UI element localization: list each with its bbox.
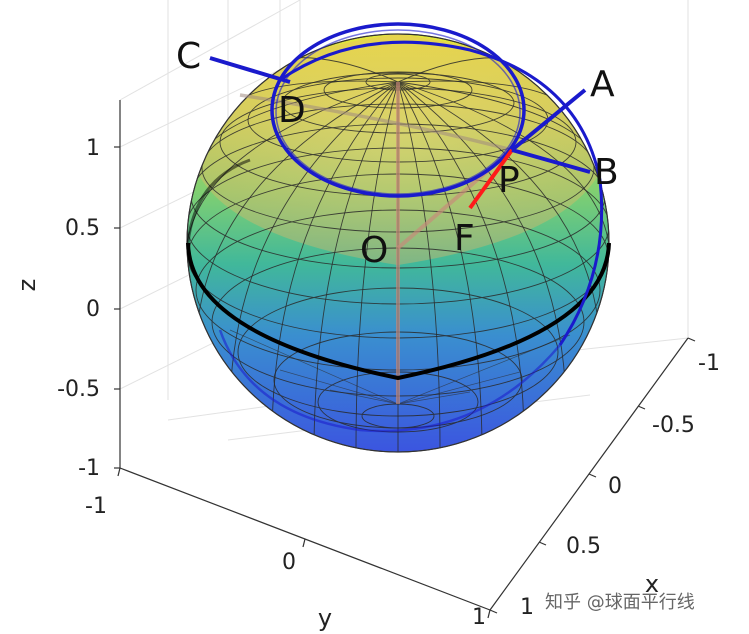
z-tick: 1 bbox=[86, 136, 100, 161]
z-tick: -0.5 bbox=[57, 377, 100, 402]
y-tick: 0 bbox=[282, 550, 296, 575]
label-O: O bbox=[360, 230, 388, 271]
y-axis-label: y bbox=[318, 604, 332, 632]
label-A: A bbox=[590, 64, 615, 105]
z-tick: -1 bbox=[78, 456, 100, 481]
x-tick: 0.5 bbox=[566, 534, 601, 559]
tangent-line-B bbox=[511, 148, 591, 174]
segment-PF bbox=[468, 148, 514, 210]
y-tick: -1 bbox=[85, 494, 107, 519]
label-P: P bbox=[498, 160, 520, 201]
small-circle bbox=[270, 22, 526, 198]
label-B: B bbox=[594, 152, 619, 193]
faint-great-circle bbox=[239, 93, 513, 152]
y-tick: 1 bbox=[472, 605, 486, 630]
x-tick: 1 bbox=[520, 595, 534, 620]
watermark: 知乎 @球面平行线 bbox=[545, 592, 695, 613]
x-tick: 0 bbox=[608, 474, 622, 499]
label-F: F bbox=[454, 218, 475, 259]
tangent-line-A bbox=[510, 88, 587, 152]
tangent-line-C bbox=[209, 56, 291, 84]
x-tick-labels: -1 -0.5 0 0.5 1 bbox=[520, 351, 720, 620]
z-axis-label: z bbox=[13, 279, 41, 292]
label-C: C bbox=[176, 36, 201, 77]
x-tick: -1 bbox=[698, 351, 720, 376]
axis-ticks bbox=[114, 100, 696, 619]
z-tick: 0 bbox=[86, 297, 100, 322]
sphere bbox=[186, 22, 611, 453]
label-D: D bbox=[278, 90, 306, 131]
y-tick-labels: -1 0 1 bbox=[85, 494, 486, 630]
great-circle bbox=[279, 40, 604, 346]
x-tick: -0.5 bbox=[652, 413, 695, 438]
z-tick: 0.5 bbox=[65, 216, 100, 241]
x-axis-label: x bbox=[645, 570, 659, 598]
z-tick-labels: 1 0.5 0 -0.5 -1 bbox=[57, 136, 100, 481]
point-labels: C D A B P F O bbox=[176, 36, 619, 271]
